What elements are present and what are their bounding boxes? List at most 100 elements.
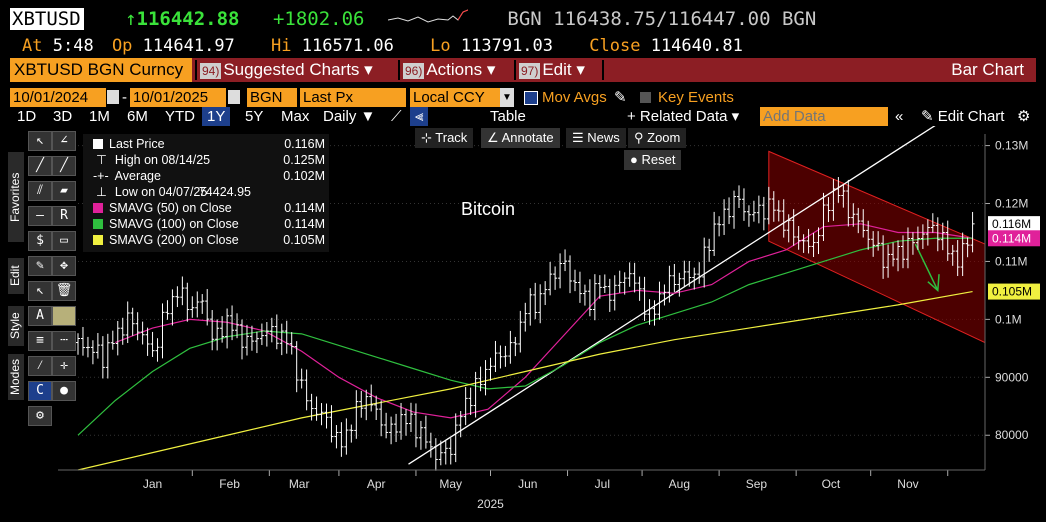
series-line-smavg-200- — [77, 290, 973, 471]
magnet-icon[interactable]: C — [28, 381, 52, 401]
start-date-input[interactable]: 10/01/2024 — [10, 88, 106, 107]
ohlc-line: At 5:48 Op 114641.97 Hi 116571.06 Lo 113… — [10, 36, 743, 58]
reset-button[interactable]: ● Reset — [624, 150, 682, 170]
period-1d[interactable]: 1D — [17, 108, 37, 125]
close-label: Close — [589, 36, 641, 56]
calendar-icon[interactable] — [228, 90, 240, 104]
text-tool-icon[interactable]: A — [28, 306, 52, 326]
currency-select[interactable]: Local CCY — [410, 88, 508, 107]
edit-chart-button[interactable]: ✎ Edit Chart — [921, 108, 1005, 125]
at-label: At — [22, 36, 43, 56]
period-6m[interactable]: 6M — [127, 108, 148, 125]
series-line-smavg-50- — [115, 223, 973, 419]
legend-value: 0.102M — [283, 169, 325, 183]
source-field[interactable]: BGN — [247, 88, 297, 107]
x-tick-label: Oct — [822, 477, 841, 491]
checkbox-key-events[interactable] — [640, 92, 651, 103]
period-3d[interactable]: 3D — [53, 108, 73, 125]
price-tag — [988, 216, 1040, 233]
legend-last-price[interactable]: Last Price — [93, 136, 165, 152]
calendar-icon[interactable] — [107, 90, 119, 104]
menu-actions[interactable]: 96) Actions ▾ — [403, 60, 496, 79]
line-tool-icon[interactable]: ╱ — [28, 156, 52, 176]
price-tag-label: 0.114M — [992, 231, 1031, 245]
frequency-select[interactable]: Daily ▼ — [323, 108, 376, 125]
ticker[interactable]: XBTUSD — [10, 8, 84, 30]
cursor-icon[interactable]: ↖ — [28, 131, 52, 151]
line-style-icon[interactable]: ┄ — [52, 331, 76, 351]
field-select[interactable]: Last Px — [300, 88, 406, 107]
x-tick-label: Aug — [669, 477, 690, 491]
legend-value: 0.125M — [283, 153, 325, 167]
draw-icon[interactable]: ∠ — [52, 131, 76, 151]
down-arrow-head — [927, 274, 940, 292]
period-ytd[interactable]: YTD — [165, 108, 195, 125]
low-label: Lo — [430, 36, 451, 56]
gear-icon[interactable]: ⚙ — [1017, 108, 1031, 125]
chevron-down-icon[interactable]: ▼ — [500, 88, 514, 107]
x-tick-label: Nov — [897, 477, 918, 491]
channel-tool-icon[interactable]: ⫽ — [28, 181, 52, 201]
track-button[interactable]: ⊹ Track — [415, 128, 474, 148]
brush-icon[interactable]: ⁄ — [28, 356, 52, 376]
pencil-icon[interactable]: ✎ — [614, 89, 627, 106]
checkbox-mov-avgs[interactable] — [524, 91, 538, 105]
high-label: Hi — [271, 36, 292, 56]
legend-sma100[interactable]: SMAVG (100) on Close — [93, 216, 239, 232]
period-max[interactable]: Max — [281, 108, 310, 125]
menu-suggested-charts[interactable]: 94) Suggested Charts ▾ — [200, 60, 373, 79]
period-5y[interactable]: 5Y — [245, 108, 264, 125]
at-value: 5:48 — [52, 36, 94, 56]
zoom-button[interactable]: ⚲ Zoom — [628, 128, 687, 148]
add-data-input[interactable] — [760, 107, 888, 126]
related-data-button[interactable]: + Related Data ▾ — [627, 108, 740, 125]
end-date-input[interactable]: 10/01/2025 — [130, 88, 226, 107]
rectangle-tool-icon[interactable]: ▭ — [52, 231, 76, 251]
legend-sma200[interactable]: SMAVG (200) on Close — [93, 232, 239, 248]
period-toolbar: 1D 3D 1M 6M YTD 1Y 5Y Max Daily ▼ ⟋ ⫷ Ta… — [10, 107, 1040, 126]
legend-average: -+- Average — [93, 169, 161, 183]
crosshair-icon[interactable]: ✛ — [52, 356, 76, 376]
line-weight-icon[interactable]: ≡ — [28, 331, 52, 351]
last-price: 116442.88 — [136, 8, 240, 30]
news-button[interactable]: ☰ News — [566, 128, 626, 148]
quote-line: XBTUSD ↑116442.88 +1802.06 BGN 116438.75… — [10, 8, 817, 30]
chart-title: Bitcoin — [461, 199, 515, 219]
line-chart-icon[interactable]: ⟋ — [391, 108, 402, 125]
chart-series — [76, 177, 975, 471]
chart-axes: 80000 90000 0.1M 0.11M 0.12M 0.13M Jan Feb Mar Ap… — [58, 134, 1040, 511]
pencil-tool-icon[interactable]: ✎ — [28, 256, 52, 276]
security-field[interactable]: XBTUSD BGN Curncy — [10, 58, 192, 82]
ray-tool-icon[interactable]: ╱ — [52, 156, 76, 176]
annotate-button[interactable]: ∠ Annotate — [481, 128, 560, 148]
y-tick-label: 0.11M — [995, 254, 1027, 268]
dollar-tool-icon[interactable]: $ — [28, 231, 52, 251]
legend-value: 74424.95 — [198, 185, 251, 199]
table-button[interactable]: Table — [490, 108, 526, 125]
palette-icon[interactable]: ● — [52, 381, 76, 401]
y-tick-label: 90000 — [995, 370, 1029, 384]
x-tick-label: Sep — [746, 477, 768, 491]
fib-tool-icon[interactable]: ▰ — [52, 181, 76, 201]
legend-value: 0.116M — [284, 137, 325, 151]
y-tick-label: 0.1M — [995, 312, 1022, 326]
settings-icon[interactable]: ⚙ — [28, 406, 52, 426]
legend-value: 0.105M — [283, 233, 325, 247]
move-icon[interactable]: ✥ — [52, 256, 76, 276]
period-1y[interactable]: 1Y — [202, 107, 231, 126]
controls-row: 10/01/2024 - 10/01/2025 BGN Last Px Loca… — [10, 88, 750, 107]
hline-tool-icon[interactable]: — — [28, 206, 52, 226]
select-plus-icon[interactable]: ↖ — [28, 281, 52, 301]
double-chevron-left-icon[interactable]: « — [895, 108, 904, 125]
trash-icon[interactable]: 🗑 — [52, 281, 76, 301]
up-arrow-icon: ↑ — [125, 8, 137, 30]
chart-type-label[interactable]: Bar Chart — [951, 60, 1024, 79]
menu-edit[interactable]: 97) Edit ▾ — [519, 60, 585, 79]
retracement-tool-icon[interactable]: R — [52, 206, 76, 226]
period-1m[interactable]: 1M — [89, 108, 110, 125]
bar-chart-icon[interactable]: ⫷ — [410, 107, 429, 126]
open-label: Op — [111, 36, 133, 56]
price-chart[interactable]: 80000 90000 0.1M 0.11M 0.12M 0.13M Jan Feb Mar Ap… — [0, 126, 1046, 522]
color-swatch[interactable] — [52, 306, 76, 326]
legend-sma50[interactable]: SMAVG (50) on Close — [93, 200, 232, 216]
